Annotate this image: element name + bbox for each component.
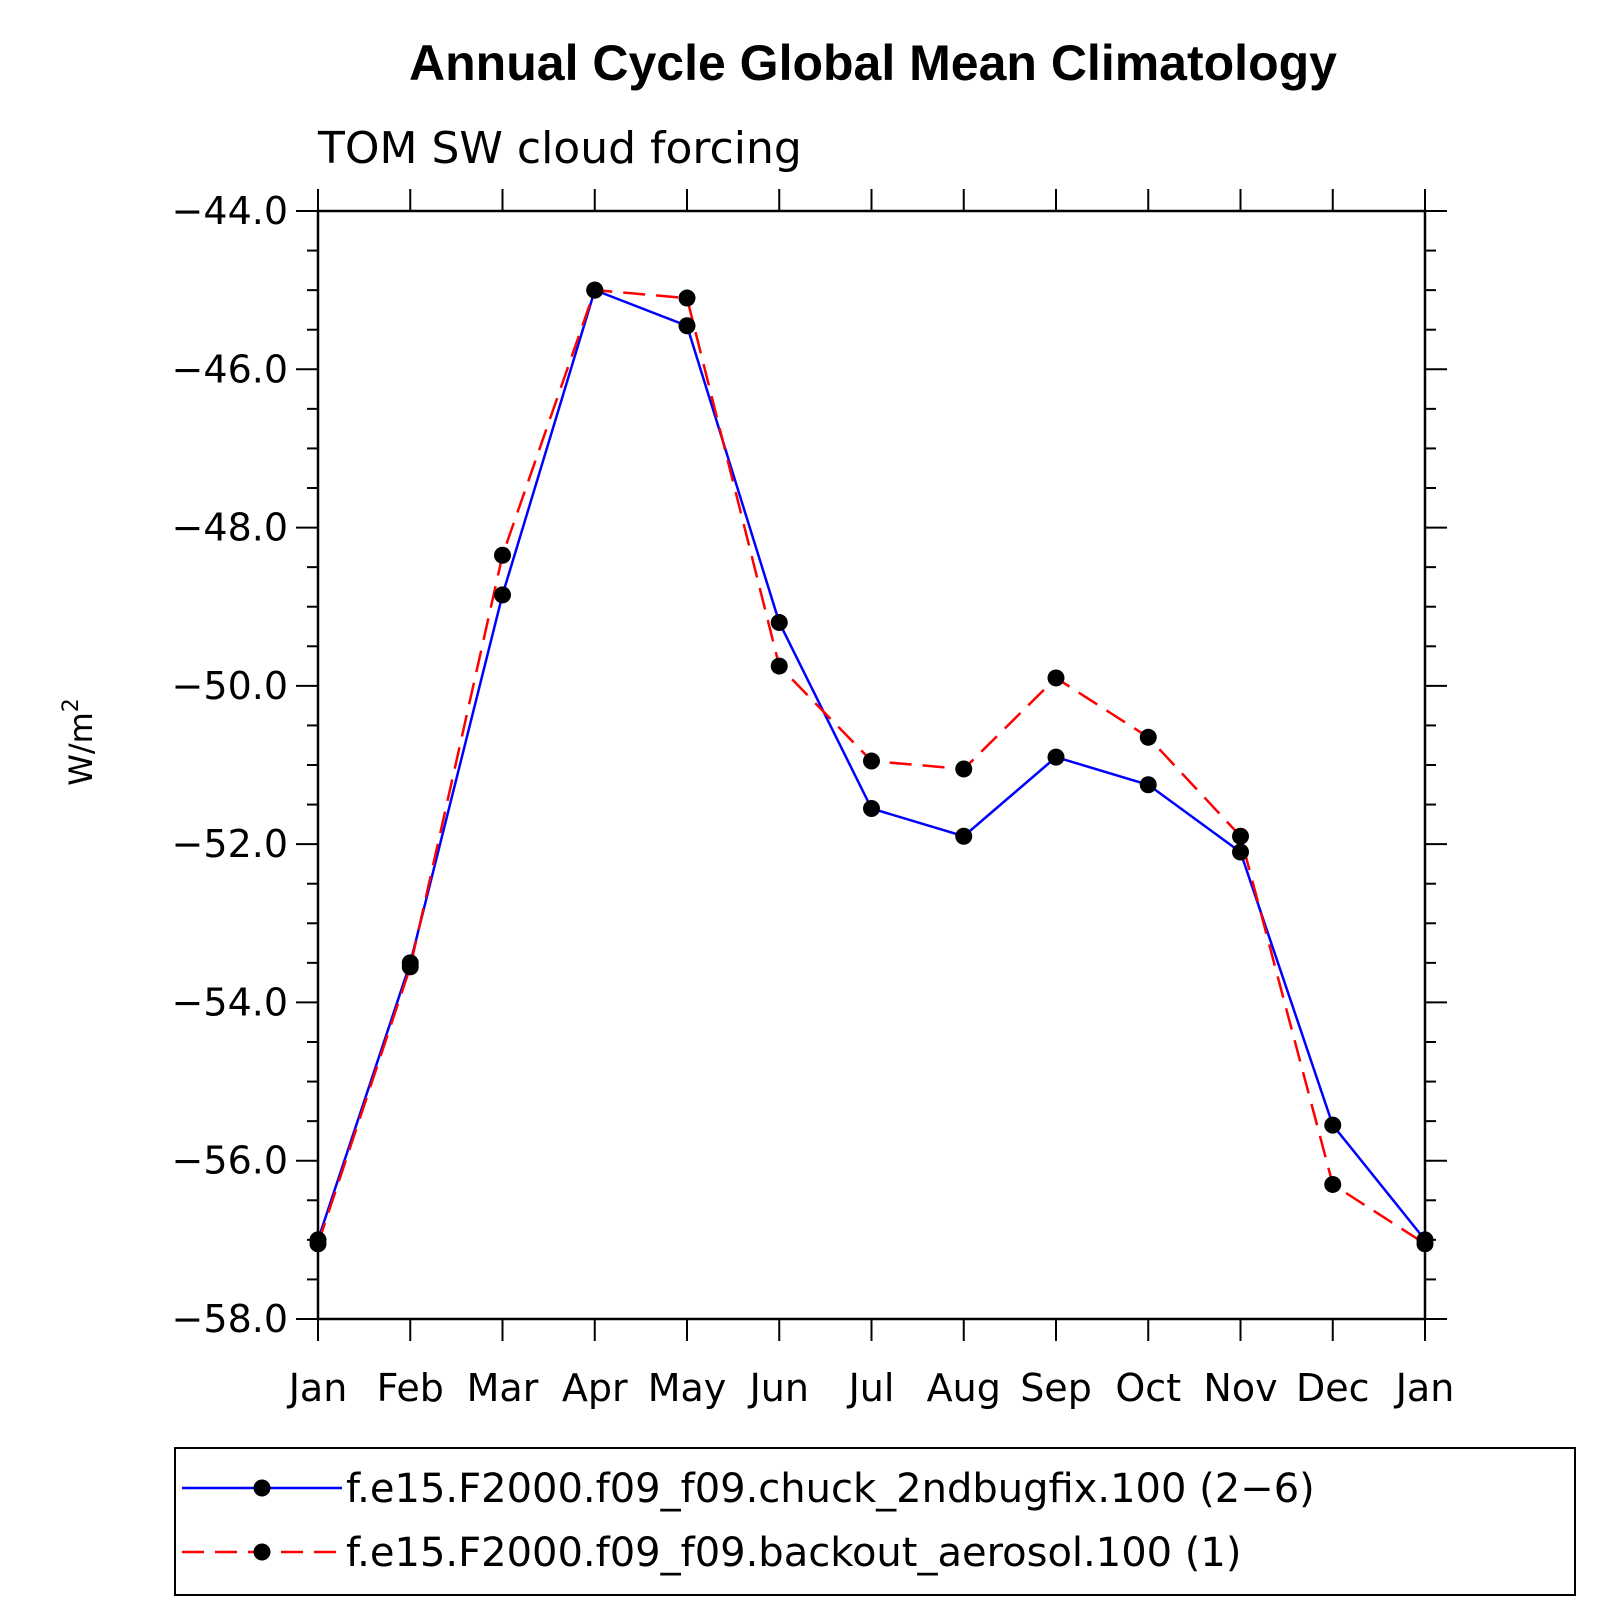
x-tick-label: May xyxy=(648,1366,727,1410)
series-2-point xyxy=(494,546,511,564)
plot-frame xyxy=(316,209,1427,1321)
series-2-point xyxy=(770,657,788,675)
legend-box xyxy=(174,1447,1576,1596)
series-2-point xyxy=(955,760,973,778)
x-tick-label: Nov xyxy=(1203,1366,1277,1410)
series-1-point xyxy=(678,317,696,335)
x-tick-label: Jan xyxy=(287,1366,348,1410)
series-2-point xyxy=(863,752,880,770)
y-tick-label: −58.0 xyxy=(172,1297,288,1341)
legend-label-2: f.e15.F2000.f09_f09.backout_aerosol.100 … xyxy=(346,1530,1241,1576)
x-tick-label: Dec xyxy=(1296,1366,1370,1410)
x-tick-label: Aug xyxy=(927,1366,1001,1410)
y-tick-label: −46.0 xyxy=(172,347,288,391)
y-tick-label: −48.0 xyxy=(172,506,288,550)
series-1-point xyxy=(955,827,973,845)
series-layer xyxy=(309,281,1434,1253)
series-2-point xyxy=(586,281,604,299)
y-tick-label: −56.0 xyxy=(172,1139,288,1183)
y-axis-label: W/m2 xyxy=(59,698,100,786)
legend-marker-2 xyxy=(253,1543,271,1561)
legend: f.e15.F2000.f09_f09.chuck_2ndbugfix.100 … xyxy=(174,1447,1576,1596)
x-tick-label: Oct xyxy=(1115,1366,1181,1410)
legend-marker-1 xyxy=(253,1479,271,1497)
x-tick-label: Jan xyxy=(1394,1366,1455,1410)
series-2-point xyxy=(678,289,696,307)
series-2-point xyxy=(401,958,419,976)
y-tick-label: −54.0 xyxy=(172,980,288,1024)
series-2-point xyxy=(1139,728,1157,746)
series-1-point xyxy=(1232,843,1249,861)
chart-title: Annual Cycle Global Mean Climatology xyxy=(409,35,1337,91)
legend-label-1: f.e15.F2000.f09_f09.chuck_2ndbugfix.100 … xyxy=(346,1466,1315,1512)
series-1-point xyxy=(770,614,788,632)
series-2-point xyxy=(1047,669,1065,687)
y-tick-label: −44.0 xyxy=(172,189,288,233)
x-tick-labels: Jan Feb Mar Apr May Jun Jul Aug Sep Oct Nov Dec Jan xyxy=(287,1366,1455,1410)
series-1-point xyxy=(1139,776,1157,794)
y-tick-labels: −44.0 −46.0 −48.0 −50.0 −52.0 −54.0 −56.0 −58.0 xyxy=(172,189,288,1341)
series-1-point xyxy=(1324,1116,1342,1134)
series-2-point xyxy=(1324,1175,1342,1193)
series-1-point xyxy=(863,800,880,818)
x-tick-label: Feb xyxy=(377,1366,444,1410)
y-tick-label: −52.0 xyxy=(172,822,288,866)
series-1-point xyxy=(494,586,511,604)
chart-subtitle: TOM SW cloud forcing xyxy=(317,123,802,174)
x-tick-label: Apr xyxy=(562,1366,628,1410)
x-tick-label: Sep xyxy=(1020,1366,1092,1410)
axis-ticks xyxy=(296,189,1447,1341)
series-2-point xyxy=(1232,827,1249,845)
x-tick-label: Jul xyxy=(847,1366,895,1410)
x-tick-label: Mar xyxy=(467,1366,539,1410)
y-tick-label: −50.0 xyxy=(172,664,288,708)
series-1-point xyxy=(1047,748,1065,766)
x-tick-label: Jun xyxy=(748,1366,809,1410)
